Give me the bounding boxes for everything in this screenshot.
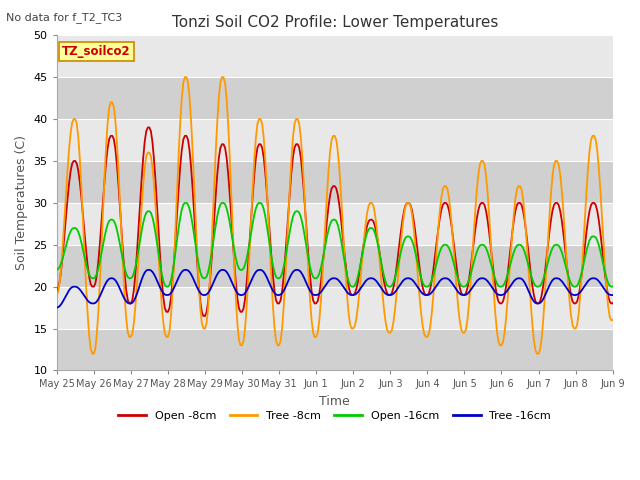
- Y-axis label: Soil Temperatures (C): Soil Temperatures (C): [15, 135, 28, 270]
- Bar: [57, 161, 612, 203]
- Bar: [57, 77, 612, 119]
- X-axis label: Time: Time: [319, 395, 350, 408]
- Text: TZ_soilco2: TZ_soilco2: [62, 46, 131, 59]
- Text: No data for f_T2_TC3: No data for f_T2_TC3: [6, 12, 123, 23]
- Bar: [57, 36, 612, 77]
- Title: Tonzi Soil CO2 Profile: Lower Temperatures: Tonzi Soil CO2 Profile: Lower Temperatur…: [172, 15, 498, 30]
- Bar: [57, 245, 612, 287]
- Legend: Open -8cm, Tree -8cm, Open -16cm, Tree -16cm: Open -8cm, Tree -8cm, Open -16cm, Tree -…: [114, 406, 556, 425]
- Bar: [57, 203, 612, 245]
- Bar: [57, 119, 612, 161]
- Bar: [57, 287, 612, 328]
- Bar: [57, 328, 612, 371]
